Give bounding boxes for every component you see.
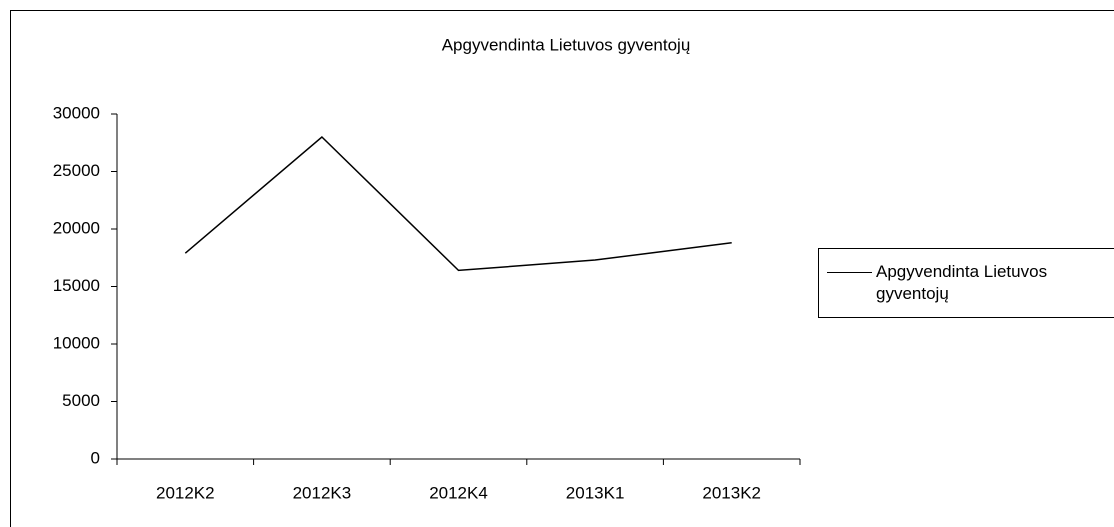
y-tick-label: 20000 <box>53 218 100 237</box>
x-tick-label: 2012K3 <box>293 483 352 502</box>
line-series <box>184 135 732 272</box>
y-tick-label: 30000 <box>53 103 100 122</box>
x-tick-label: 2013K1 <box>566 483 625 502</box>
chart-border <box>10 10 1114 527</box>
y-tick-label: 5000 <box>62 391 100 410</box>
chart-title: Apgyvendinta Lietuvos gyventojų <box>442 35 691 54</box>
y-tick-label: 15000 <box>53 276 100 295</box>
x-tick-label: 2012K2 <box>156 483 215 502</box>
y-tick-label: 10000 <box>53 333 100 352</box>
x-tick-label: 2013K2 <box>702 483 761 502</box>
y-tick-label: 0 <box>91 448 100 467</box>
y-tick-label: 25000 <box>53 161 100 180</box>
legend: Apgyvendinta Lietuvos gyventojų <box>818 248 1114 318</box>
legend-swatch <box>827 272 872 273</box>
legend-label: Apgyvendinta Lietuvos gyventojų <box>876 262 1048 303</box>
x-tick-label: 2012K4 <box>429 483 488 502</box>
